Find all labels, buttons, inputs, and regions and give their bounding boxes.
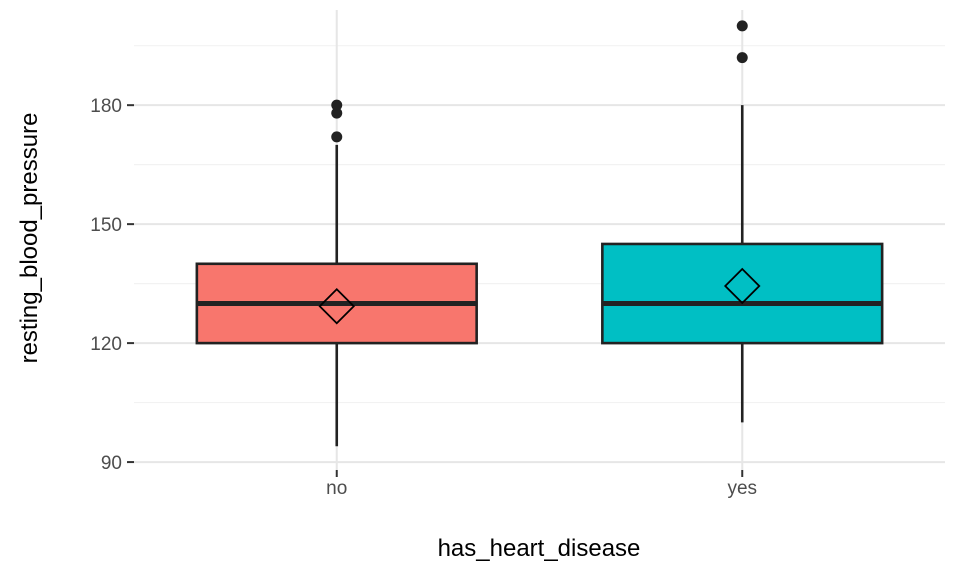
y-tick-label: 150	[90, 215, 122, 236]
x-tick-label: no	[326, 478, 347, 499]
x-axis-title: has_heart_disease	[438, 535, 641, 562]
outlier-point	[331, 131, 343, 143]
mean-marker	[723, 267, 761, 305]
y-axis-title: resting_blood_pressure	[16, 113, 43, 364]
y-tick-label: 180	[90, 96, 122, 117]
outlier-point	[331, 107, 343, 119]
box-no	[195, 99, 478, 447]
axis-layer: 90 120 150 180 no yes	[90, 96, 757, 499]
mean-marker	[318, 287, 356, 325]
y-tick-label: 120	[90, 334, 122, 355]
outlier-point	[331, 99, 343, 111]
box-layer	[195, 20, 884, 447]
outlier-point	[736, 20, 748, 32]
x-tick-label: yes	[727, 478, 757, 499]
outlier-point	[736, 52, 748, 64]
box-yes	[601, 20, 884, 423]
y-tick-label: 90	[101, 453, 122, 474]
box-body	[601, 242, 884, 345]
grid-layer	[134, 10, 945, 470]
